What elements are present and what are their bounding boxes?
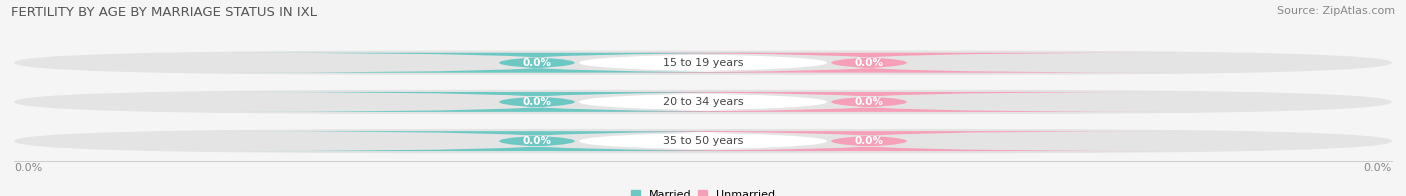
Text: 0.0%: 0.0%: [523, 97, 551, 107]
Text: Source: ZipAtlas.com: Source: ZipAtlas.com: [1277, 6, 1395, 16]
FancyBboxPatch shape: [225, 131, 849, 151]
FancyBboxPatch shape: [14, 90, 1392, 114]
FancyBboxPatch shape: [557, 131, 1181, 151]
Legend: Married, Unmarried: Married, Unmarried: [631, 190, 775, 196]
Text: FERTILITY BY AGE BY MARRIAGE STATUS IN IXL: FERTILITY BY AGE BY MARRIAGE STATUS IN I…: [11, 6, 318, 19]
Text: 35 to 50 years: 35 to 50 years: [662, 136, 744, 146]
FancyBboxPatch shape: [477, 92, 929, 112]
Text: 0.0%: 0.0%: [14, 163, 42, 173]
FancyBboxPatch shape: [557, 53, 1181, 73]
Text: 0.0%: 0.0%: [523, 136, 551, 146]
Text: 0.0%: 0.0%: [855, 97, 883, 107]
Text: 20 to 34 years: 20 to 34 years: [662, 97, 744, 107]
FancyBboxPatch shape: [477, 53, 929, 73]
Text: 0.0%: 0.0%: [1364, 163, 1392, 173]
Text: 0.0%: 0.0%: [855, 58, 883, 68]
FancyBboxPatch shape: [14, 129, 1392, 153]
Text: 0.0%: 0.0%: [855, 136, 883, 146]
Text: 15 to 19 years: 15 to 19 years: [662, 58, 744, 68]
FancyBboxPatch shape: [225, 53, 849, 73]
FancyBboxPatch shape: [557, 92, 1181, 112]
FancyBboxPatch shape: [14, 51, 1392, 75]
Text: 0.0%: 0.0%: [523, 58, 551, 68]
FancyBboxPatch shape: [225, 92, 849, 112]
FancyBboxPatch shape: [477, 131, 929, 151]
